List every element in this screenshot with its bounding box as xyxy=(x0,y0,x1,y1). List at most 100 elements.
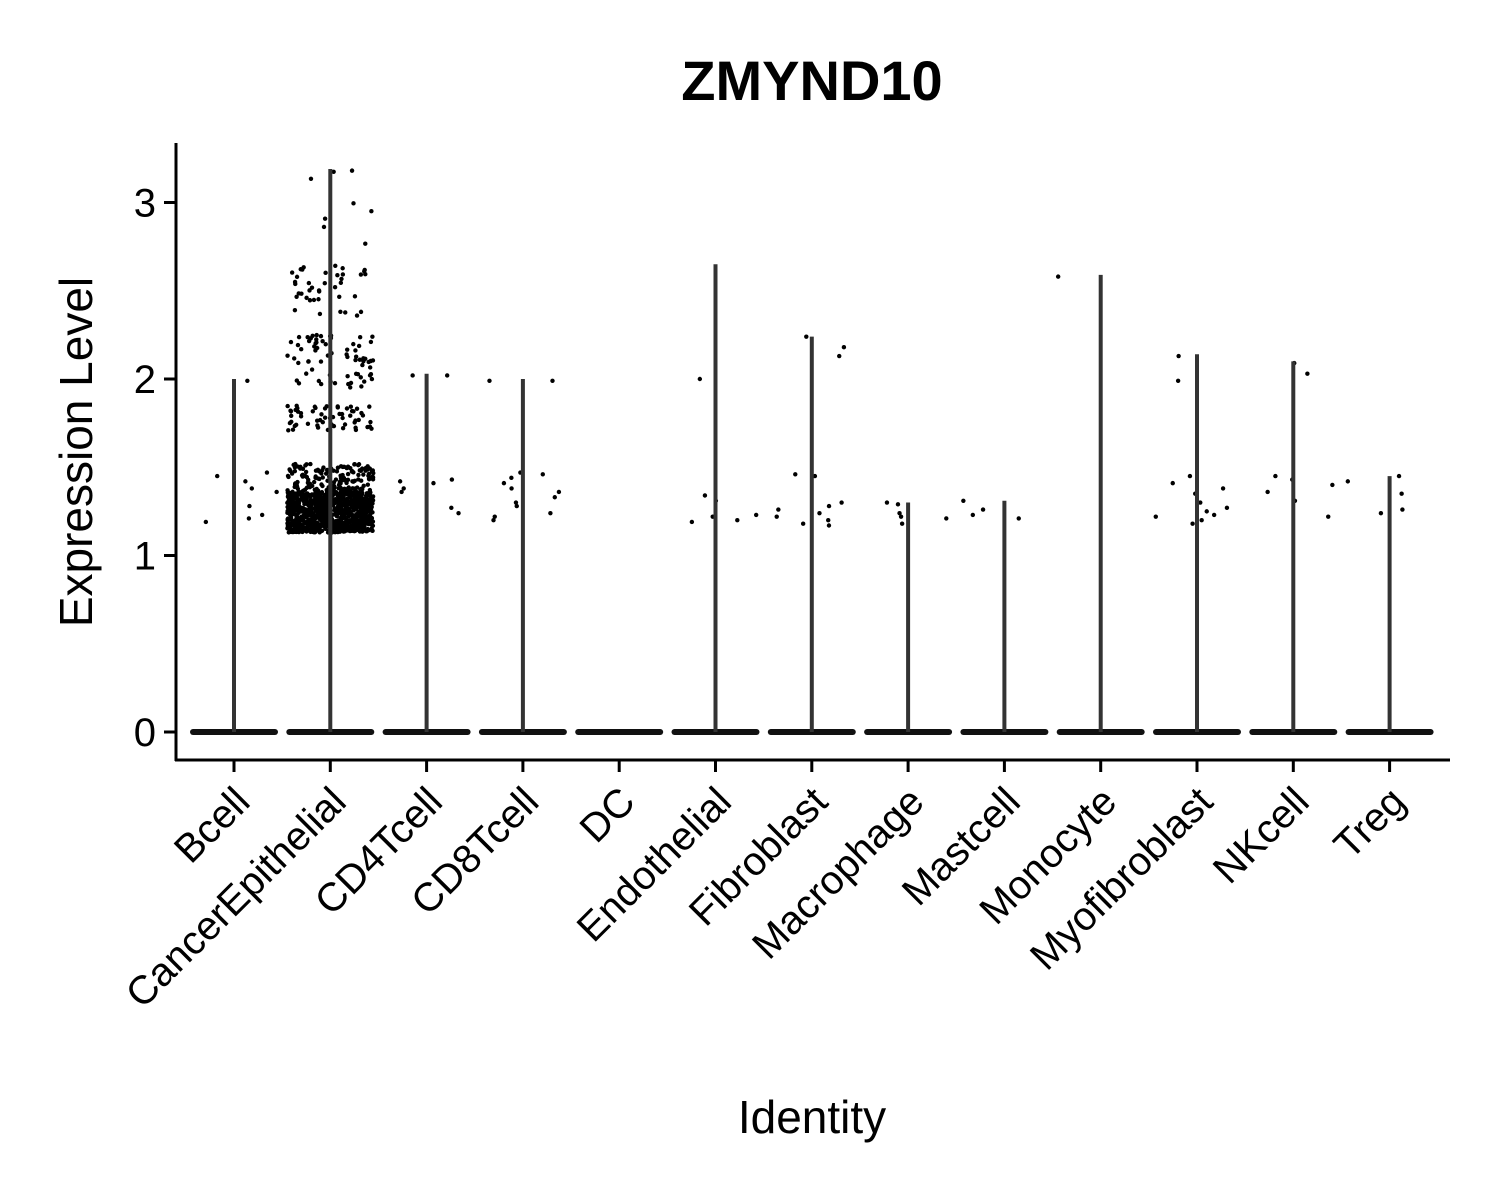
data-point xyxy=(323,270,328,276)
data-point xyxy=(323,342,328,347)
data-point xyxy=(944,516,949,521)
data-point xyxy=(245,378,250,383)
data-point xyxy=(345,373,350,379)
data-point xyxy=(1224,505,1230,511)
data-point xyxy=(292,356,297,361)
data-point xyxy=(301,265,306,270)
data-point xyxy=(319,482,324,487)
data-point xyxy=(321,465,326,470)
data-point xyxy=(303,463,308,468)
data-point xyxy=(203,519,209,525)
data-point xyxy=(342,503,348,509)
data-point xyxy=(341,464,347,470)
data-point xyxy=(331,169,336,174)
data-point xyxy=(369,426,374,431)
data-point xyxy=(308,461,313,467)
data-point xyxy=(895,502,901,507)
data-point xyxy=(287,500,292,505)
data-point xyxy=(368,419,373,425)
data-point xyxy=(491,518,496,523)
data-point xyxy=(702,493,708,498)
data-point xyxy=(348,404,354,409)
data-point xyxy=(292,529,298,535)
data-point xyxy=(365,514,371,520)
data-point xyxy=(342,514,347,519)
data-point xyxy=(369,528,375,533)
data-point xyxy=(345,464,351,469)
data-point xyxy=(540,472,545,477)
data-point xyxy=(317,311,323,317)
data-point xyxy=(293,512,299,518)
data-point xyxy=(305,421,311,427)
data-point xyxy=(776,507,781,512)
data-point xyxy=(826,523,832,528)
x-axis-title: Identity xyxy=(738,1091,886,1143)
data-point xyxy=(1378,510,1384,516)
data-point xyxy=(366,471,372,477)
data-point xyxy=(321,499,326,505)
data-point xyxy=(1400,507,1405,512)
chart-title: ZMYND10 xyxy=(681,49,942,112)
data-point xyxy=(313,405,318,411)
data-point xyxy=(344,347,350,352)
data-point xyxy=(1170,480,1175,486)
data-point xyxy=(980,507,986,512)
data-point xyxy=(1399,491,1404,496)
data-point xyxy=(320,519,325,524)
data-point xyxy=(304,511,310,516)
data-point xyxy=(361,472,366,477)
data-point xyxy=(366,476,372,482)
data-point xyxy=(351,518,356,523)
data-point xyxy=(318,381,324,387)
data-point xyxy=(337,294,342,299)
data-point xyxy=(320,338,325,344)
data-point xyxy=(304,371,309,376)
data-point xyxy=(365,500,371,506)
data-point xyxy=(368,339,374,345)
data-point xyxy=(1330,482,1335,488)
data-point xyxy=(332,285,338,290)
data-point xyxy=(347,506,352,511)
data-point xyxy=(355,371,361,377)
data-point xyxy=(356,472,361,478)
data-point xyxy=(305,523,310,528)
data-point xyxy=(348,509,353,515)
data-point xyxy=(312,497,318,502)
data-point xyxy=(513,500,519,505)
data-point xyxy=(309,518,315,523)
data-point xyxy=(1220,486,1226,491)
data-point xyxy=(294,522,299,528)
data-point xyxy=(368,371,374,377)
data-point xyxy=(346,501,351,507)
data-point xyxy=(285,526,290,531)
y-tick-label: 3 xyxy=(134,182,156,226)
data-point xyxy=(299,505,304,510)
data-point xyxy=(314,418,320,423)
data-point xyxy=(295,486,301,492)
data-point xyxy=(501,480,507,486)
data-point xyxy=(293,422,299,427)
violins-layer xyxy=(232,168,1392,732)
data-point xyxy=(366,359,371,365)
data-point xyxy=(264,470,270,475)
data-point xyxy=(314,340,319,345)
data-point xyxy=(301,517,306,523)
data-point xyxy=(335,404,340,409)
data-point xyxy=(333,477,339,482)
data-point xyxy=(306,492,312,498)
data-point xyxy=(305,480,311,485)
data-point xyxy=(290,520,295,525)
data-point xyxy=(342,422,348,427)
data-point xyxy=(319,412,324,417)
data-point xyxy=(294,294,299,299)
y-ticks: 0 1 2 3 xyxy=(134,182,176,755)
data-point xyxy=(365,482,371,487)
data-point xyxy=(1273,473,1278,479)
data-point xyxy=(552,495,557,500)
data-point xyxy=(342,522,347,527)
data-point xyxy=(316,297,321,302)
data-point xyxy=(362,379,367,384)
data-point xyxy=(320,475,325,480)
data-point xyxy=(306,359,311,364)
